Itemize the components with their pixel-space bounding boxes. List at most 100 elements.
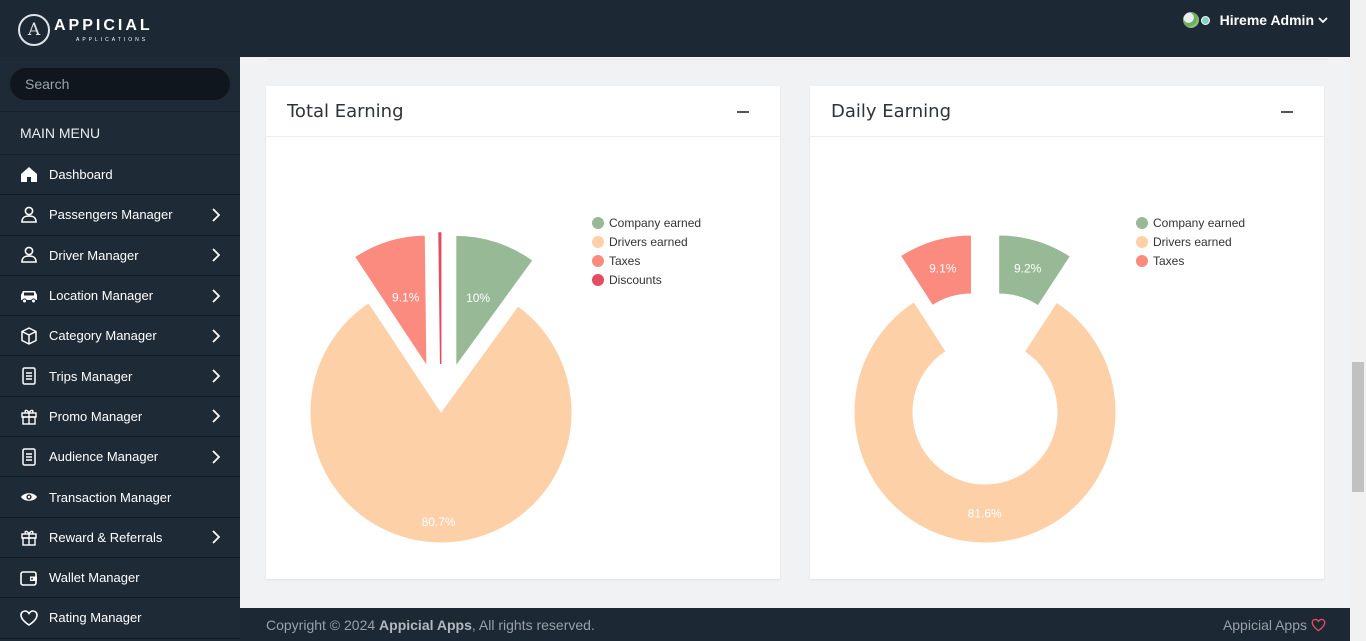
home-icon <box>19 165 39 185</box>
user-menu[interactable]: Hireme Admin <box>1182 12 1328 28</box>
sidebar-item-label: Promo Manager <box>49 408 143 424</box>
scrollbar[interactable] <box>1350 0 1366 641</box>
legend-label: Taxes <box>609 254 640 268</box>
user-name: Hireme Admin <box>1219 12 1314 28</box>
legend-item[interactable]: Taxes <box>1136 254 1184 268</box>
legend-item[interactable]: Discounts <box>592 273 662 287</box>
chevron-right-icon <box>212 530 220 544</box>
legend-item[interactable]: Company earned <box>1136 216 1245 230</box>
daily-earning-card: Daily Earning 9.2% 81.6% 9.1% Company earne… <box>810 86 1324 579</box>
logo-name: APPICIAL <box>54 16 153 34</box>
legend-label: Drivers earned <box>1153 235 1232 249</box>
legend-item[interactable]: Drivers earned <box>1136 235 1232 249</box>
scrollbar-thumb[interactable] <box>1352 362 1364 492</box>
sidebar-item-passengers-manager[interactable]: Passengers Manager <box>0 195 240 236</box>
sidebar-item-label: Reward & Referrals <box>49 529 163 545</box>
sidebar: MAIN MENU Dashboard Passengers Manager Dri… <box>0 57 240 641</box>
document-icon <box>19 447 39 467</box>
main-content: Total Earning 10% 80.7% 9.1% Company earned… <box>240 57 1350 608</box>
sidebar-item-trips-manager[interactable]: Trips Manager <box>0 356 240 397</box>
chevron-right-icon <box>212 409 220 424</box>
legend-swatch <box>1136 255 1148 267</box>
slice-label: 9.1% <box>929 262 957 276</box>
sidebar-item-dashboard[interactable]: Dashboard <box>0 155 240 196</box>
sidebar-item-label: Dashboard <box>49 167 113 183</box>
legend-item[interactable]: Drivers earned <box>592 235 688 249</box>
pie-slice-discounts[interactable] <box>438 232 442 365</box>
slice-label: 81.6% <box>968 506 1002 520</box>
sidebar-item-reward-referrals[interactable]: Reward & Referrals <box>0 518 240 558</box>
copyright: Copyright © 2024 Appicial Apps, All righ… <box>266 617 595 633</box>
slice-label: 10% <box>466 291 490 305</box>
chevron-right-icon <box>212 329 220 343</box>
chevron-right-icon <box>212 248 220 262</box>
collapse-button[interactable] <box>1281 111 1293 113</box>
sidebar-item-label: Passengers Manager <box>49 207 173 223</box>
legend-swatch <box>1136 217 1148 229</box>
pie-slice-taxes[interactable] <box>899 234 972 307</box>
legend-swatch <box>592 236 604 248</box>
legend-label: Drivers earned <box>609 235 688 249</box>
pie-slice-taxes[interactable] <box>353 234 428 368</box>
legend-swatch <box>592 274 604 286</box>
sidebar-item-wallet-manager[interactable]: Wallet Manager <box>0 558 240 599</box>
user-icon <box>19 205 39 225</box>
copyright-suffix: , All rights reserved. <box>471 617 595 633</box>
chevron-down-icon <box>1318 16 1328 24</box>
app-logo[interactable]: A APPICIAL APPLICATIONS <box>18 14 153 46</box>
sidebar-item-driver-manager[interactable]: Driver Manager <box>0 236 240 276</box>
sidebar-item-audience-manager[interactable]: Audience Manager <box>0 437 240 478</box>
legend-label: Company earned <box>609 216 701 230</box>
card-title: Daily Earning <box>831 101 951 122</box>
copyright-prefix: Copyright © 2024 <box>266 617 380 633</box>
sidebar-item-label: Transaction Manager <box>49 489 172 505</box>
sidebar-item-transaction-manager[interactable]: Transaction Manager <box>0 477 240 518</box>
copyright-brand[interactable]: Appicial Apps <box>379 617 472 633</box>
total-earning-card: Total Earning 10% 80.7% 9.1% Company earned… <box>266 86 780 579</box>
legend-swatch <box>1136 236 1148 248</box>
sidebar-item-category-manager[interactable]: Category Manager <box>0 316 240 357</box>
pie-slice-drivers-earned[interactable] <box>853 301 1117 544</box>
eye-icon <box>19 487 39 507</box>
online-status-icon <box>1200 15 1210 25</box>
slice-label: 9.2% <box>1014 262 1042 276</box>
heart-icon <box>19 608 39 628</box>
sidebar-menu: Dashboard Passengers Manager Driver Manage… <box>0 155 240 639</box>
footer-brand-label: Appicial Apps <box>1222 617 1307 633</box>
heart-icon <box>1311 618 1326 632</box>
logo-mark: A <box>18 14 50 46</box>
legend-label: Taxes <box>1153 254 1184 268</box>
footer-brand[interactable]: Appicial Apps <box>1223 617 1326 633</box>
main-menu-title: MAIN MENU <box>0 112 240 155</box>
logo-tagline: APPLICATIONS <box>76 36 149 43</box>
search-input[interactable] <box>10 68 230 100</box>
legend-swatch <box>592 217 604 229</box>
legend-label: Discounts <box>609 273 662 287</box>
pie-slice-company-earned[interactable] <box>455 234 534 368</box>
footer: Copyright © 2024 Appicial Apps, All righ… <box>240 608 1350 641</box>
sidebar-item-promo-manager[interactable]: Promo Manager <box>0 397 240 438</box>
sidebar-item-label: Audience Manager <box>49 449 159 465</box>
slice-label: 9.1% <box>392 290 420 304</box>
chevron-right-icon <box>212 369 220 383</box>
pie-slice-company-earned[interactable] <box>998 234 1072 307</box>
collapse-button[interactable] <box>737 111 749 113</box>
legend-item[interactable]: Company earned <box>592 216 701 230</box>
chevron-right-icon <box>212 208 220 222</box>
wallet-icon <box>19 568 39 588</box>
pie-slice-drivers-earned[interactable] <box>309 302 573 544</box>
slice-label: 80.7% <box>422 515 456 529</box>
legend-item[interactable]: Taxes <box>592 254 640 268</box>
sidebar-item-label: Location Manager <box>49 288 154 304</box>
legend-label: Company earned <box>1153 216 1245 230</box>
chevron-right-icon <box>212 450 220 464</box>
total-earning-chart: 10% 80.7% 9.1% Company earned Drivers earned… <box>309 216 701 544</box>
sidebar-item-location-manager[interactable]: Location Manager <box>0 276 240 317</box>
legend-swatch <box>592 255 604 267</box>
top-bar: A APPICIAL APPLICATIONS Hireme Admin <box>0 0 1350 57</box>
sidebar-item-label: Wallet Manager <box>49 570 140 586</box>
sidebar-item-label: Trips Manager <box>49 368 133 384</box>
sidebar-item-rating-manager[interactable]: Rating Manager <box>0 598 240 639</box>
card-title: Total Earning <box>287 101 404 122</box>
sidebar-item-label: Driver Manager <box>49 247 139 263</box>
